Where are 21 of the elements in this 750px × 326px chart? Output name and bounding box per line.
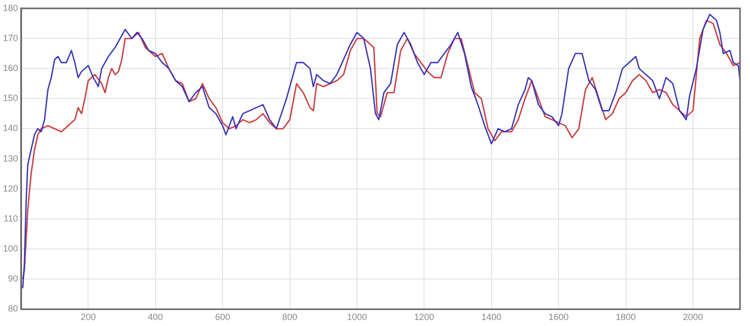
x-tick-label: 400 bbox=[148, 312, 163, 322]
x-tick-label: 600 bbox=[215, 312, 230, 322]
x-tick-label: 2000 bbox=[682, 312, 703, 322]
x-tick-label: 1600 bbox=[548, 312, 569, 322]
y-tick-label: 80 bbox=[8, 304, 18, 314]
y-tick-label: 130 bbox=[2, 153, 18, 164]
y-tick-label: 140 bbox=[2, 123, 18, 134]
x-tick-label: 1000 bbox=[346, 312, 368, 322]
y-tick-label: 90 bbox=[8, 274, 18, 284]
y-tick-label: 170 bbox=[2, 32, 18, 43]
y-tick-label: 150 bbox=[2, 93, 18, 104]
x-tick-label: 800 bbox=[282, 312, 298, 322]
x-tick-label: 1400 bbox=[481, 312, 502, 322]
y-tick-label: 100 bbox=[2, 244, 18, 254]
y-tick-label: 180 bbox=[2, 2, 18, 13]
y-tick-label: 120 bbox=[2, 183, 18, 194]
y-tick-label: 160 bbox=[2, 63, 18, 74]
x-tick-label: 1800 bbox=[616, 312, 636, 322]
y-tick-label: 110 bbox=[4, 213, 18, 224]
x-tick-label: 1200 bbox=[414, 312, 434, 322]
x-tick-label: 200 bbox=[80, 312, 96, 322]
